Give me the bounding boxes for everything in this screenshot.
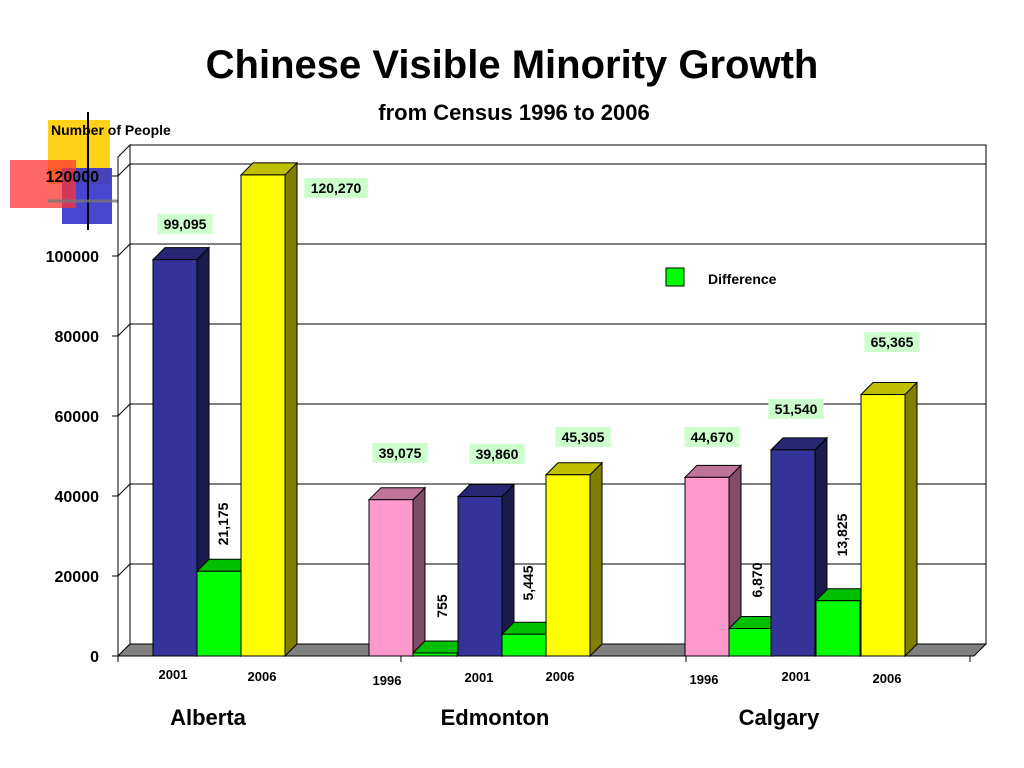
group-label-alberta: Alberta xyxy=(170,705,247,730)
data-label: 6,870 xyxy=(749,562,765,597)
data-label: 120,270 xyxy=(304,178,368,198)
x-tick-label: 2001 xyxy=(465,670,494,685)
bar-edmonton-2006-4 xyxy=(544,461,604,658)
data-label: 99,095 xyxy=(157,214,213,234)
data-label-text: 45,305 xyxy=(562,429,605,445)
x-tick-label: 2006 xyxy=(248,669,277,684)
bar-front xyxy=(240,174,286,657)
bar-alberta-2001-0 xyxy=(151,246,211,658)
gridline-side xyxy=(117,483,131,497)
gridline-side xyxy=(117,243,131,257)
gridline-side xyxy=(117,563,131,577)
y-tick-label: 80000 xyxy=(55,329,100,346)
y-tick-label: 60000 xyxy=(55,409,100,426)
bar-edmonton-2001-2 xyxy=(456,483,516,658)
gridline-side xyxy=(117,403,131,417)
data-label-text: 99,095 xyxy=(164,216,207,232)
bar-front xyxy=(684,476,730,657)
legend-label: Difference xyxy=(708,271,777,287)
data-label: 51,540 xyxy=(768,399,824,419)
data-label-text: 39,075 xyxy=(379,445,422,461)
chart-title: Chinese Visible Minority Growth xyxy=(206,43,819,87)
bar-front xyxy=(728,628,774,657)
bar-side xyxy=(284,161,298,658)
y-tick-label: 40000 xyxy=(55,489,100,506)
gridline-side xyxy=(117,163,131,177)
data-label-bg xyxy=(469,444,525,464)
data-label: 13,825 xyxy=(834,513,850,556)
bar-calgary-1996-0 xyxy=(683,464,743,658)
bar-edmonton-1996-0 xyxy=(367,486,427,658)
bar-front xyxy=(196,570,242,657)
data-label: 65,365 xyxy=(864,332,920,352)
data-label-text: 21,175 xyxy=(215,502,231,545)
chart-subtitle: from Census 1996 to 2006 xyxy=(378,100,649,125)
data-label: 21,175 xyxy=(215,502,231,545)
x-tick-label: 1996 xyxy=(373,673,402,688)
data-label-text: 755 xyxy=(434,594,450,618)
y-axis-label: Number of People xyxy=(51,122,171,138)
data-label-text: 65,365 xyxy=(871,334,914,350)
data-label: 39,075 xyxy=(372,443,428,463)
x-tick-label: 2006 xyxy=(873,671,902,686)
group-label-calgary: Calgary xyxy=(739,705,820,730)
data-label-bg xyxy=(864,332,920,352)
data-label-bg xyxy=(157,214,213,234)
data-label-bg xyxy=(372,443,428,463)
data-label: 44,670 xyxy=(684,427,740,447)
data-label-text: 6,870 xyxy=(749,562,765,597)
data-label-text: 120,270 xyxy=(311,180,362,196)
data-label-text: 13,825 xyxy=(834,513,850,556)
data-label-text: 44,670 xyxy=(691,429,734,445)
bars xyxy=(151,161,919,658)
data-label: 755 xyxy=(434,594,450,618)
data-label: 39,860 xyxy=(469,444,525,464)
bar-alberta-difference-1 xyxy=(195,558,255,658)
data-labels: 99,095 21,175 120,270 39,075 755 39,860 5,445 4… xyxy=(157,178,920,618)
bar-front xyxy=(770,449,816,657)
bar-front xyxy=(545,474,591,657)
y-tick-label: 100000 xyxy=(46,249,99,266)
y-tick-label: 0 xyxy=(90,649,99,666)
x-tick-label: 2006 xyxy=(546,669,575,684)
plot-side-wall xyxy=(117,143,131,658)
data-label-bg xyxy=(555,427,611,447)
bar-front xyxy=(368,499,414,657)
legend: Difference xyxy=(665,267,777,287)
bar-front xyxy=(501,633,547,657)
data-label-text: 5,445 xyxy=(520,565,536,600)
bar-front xyxy=(457,496,503,657)
y-tick-label: 20000 xyxy=(55,569,100,586)
bar-front xyxy=(860,394,906,657)
bar-side xyxy=(412,486,426,658)
legend-swatch xyxy=(665,267,685,287)
group-label-edmonton: Edmonton xyxy=(441,705,550,730)
x-tick-label: 2001 xyxy=(782,669,811,684)
x-tick-label: 1996 xyxy=(690,672,719,687)
data-label-text: 51,540 xyxy=(775,401,818,417)
bar-calgary-2001-2 xyxy=(769,436,829,658)
bar-side xyxy=(904,381,918,658)
data-label-bg xyxy=(304,178,368,198)
bar-front xyxy=(815,600,861,657)
bar-side xyxy=(589,461,603,658)
bar-front xyxy=(412,652,458,657)
data-label: 5,445 xyxy=(520,565,536,600)
data-label-bg xyxy=(768,399,824,419)
y-tick-label: 120000 xyxy=(46,169,99,186)
data-label-bg xyxy=(684,427,740,447)
bar-calgary-2006-4 xyxy=(859,381,919,658)
bar-front xyxy=(152,259,198,657)
data-label-text: 39,860 xyxy=(476,446,519,462)
bar-alberta-2006-2 xyxy=(239,161,299,658)
gridline-side xyxy=(117,323,131,337)
x-tick-label: 2001 xyxy=(159,667,188,682)
data-label: 45,305 xyxy=(555,427,611,447)
axes: 0 20000 40000 60000 80000 100000 120000 2001 200… xyxy=(46,169,974,730)
